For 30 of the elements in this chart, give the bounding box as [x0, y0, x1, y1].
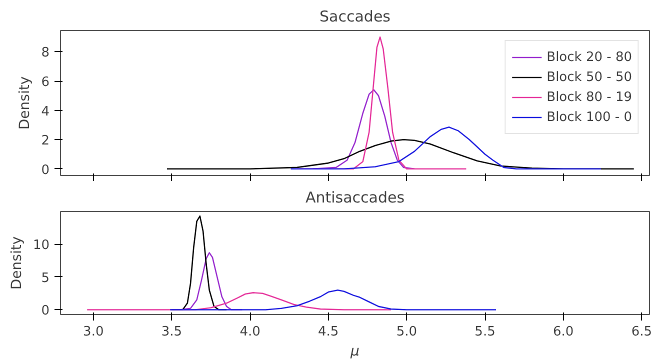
legend-label: Block 100 - 0 — [546, 110, 632, 124]
chart-title: Saccades — [320, 8, 391, 26]
x-tick-label: 5.0 — [396, 324, 418, 340]
y-tick-label: 10 — [32, 238, 50, 254]
line-series — [312, 89, 416, 170]
x-tick-label: 4.0 — [240, 324, 260, 340]
x-tick-label: 3.5 — [161, 324, 182, 340]
line-series — [170, 289, 497, 310]
y-axis-title: Density — [17, 76, 34, 130]
line-series — [86, 292, 392, 310]
y-tick-label: 0 — [41, 304, 50, 319]
line-series — [166, 138, 634, 170]
chart-title: Antisaccades — [305, 188, 405, 206]
x-tick-label: 5.5 — [474, 324, 496, 340]
legend-label: Block 80 - 19 — [546, 90, 632, 104]
y-tick-label: 8 — [41, 46, 50, 61]
y-tick-label: 6 — [41, 75, 50, 90]
legend-label: Block 50 - 50 — [546, 70, 632, 84]
x-tick-label: 3.0 — [83, 324, 104, 340]
y-tick-label: 0 — [41, 162, 50, 178]
line-series — [290, 126, 602, 170]
y-axis-title: Density — [8, 236, 25, 290]
x-tick-label: 4.5 — [318, 324, 339, 340]
y-tick-label: 2 — [41, 134, 50, 149]
legend-label: Block 20 - 80 — [546, 50, 632, 64]
x-tick-label: 6.0 — [553, 324, 574, 340]
x-tick-label: 6.5 — [631, 324, 652, 340]
y-tick-label: 5 — [41, 270, 50, 286]
y-tick-label: 4 — [41, 104, 50, 120]
x-axis-title: μ — [350, 344, 360, 360]
